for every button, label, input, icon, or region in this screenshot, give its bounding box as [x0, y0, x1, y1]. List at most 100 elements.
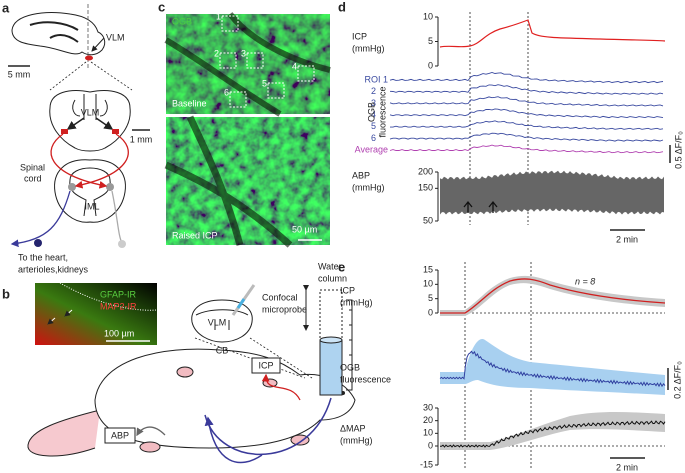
water-label: column [318, 273, 347, 283]
condition-label: Raised ICP [172, 230, 218, 240]
vlm-spot [61, 129, 68, 134]
roi-label: 6 [224, 87, 229, 97]
roi-box [229, 91, 247, 108]
condition-label: Baseline [172, 98, 207, 108]
spinal-cord [54, 159, 126, 223]
panel-label: d [338, 0, 346, 14]
y-tick-label: 15 [423, 264, 433, 274]
y-tick-label: 10 [423, 428, 433, 438]
roi-trace [389, 144, 664, 154]
probe-label: microprobe [262, 304, 307, 314]
y-tick-label: 5 [428, 293, 433, 303]
roi-label: 3 [371, 98, 376, 108]
iml-neuron [106, 183, 114, 191]
spinal-cord-label: Spinal [20, 162, 45, 172]
roi-label: 2 [214, 48, 219, 58]
roi-box [246, 52, 264, 69]
axis-label: ICP [352, 31, 367, 41]
target-label: arterioles,kidneys [18, 264, 89, 274]
icp-mean [440, 278, 666, 314]
vessel [164, 12, 331, 117]
axis-label: ICP [340, 285, 355, 295]
vlm-spot [85, 55, 93, 61]
axis-label: (mmHg) [340, 435, 373, 445]
roi-label: 3 [241, 48, 246, 58]
abp-label: ABP [111, 430, 129, 440]
y-tick-label: 0 [428, 307, 433, 317]
vlm-spot [112, 129, 119, 134]
zoom-line [90, 61, 133, 91]
brain-detail [29, 21, 79, 31]
ogb-mean [439, 350, 666, 388]
axis-label: OGB [366, 102, 376, 122]
abp-box [104, 427, 136, 444]
y-tick-label: -15 [420, 459, 433, 469]
brain-sagittal [11, 12, 106, 56]
icp-line [261, 373, 301, 401]
scale-label: 0.2 ΔF/F₀ [672, 361, 682, 399]
efferent [10, 190, 71, 248]
dye-label: OGB [172, 16, 192, 26]
roi-trace [390, 120, 664, 130]
scale-label: 100 µm [104, 328, 134, 338]
roi-box [221, 15, 239, 32]
panel-c: c OGB Baseline Raised ICP 50 µm 1 2 3 4 5 6 [158, 0, 331, 248]
scale-label: 2 min [616, 234, 638, 244]
arrow [47, 317, 56, 325]
micrograph [35, 283, 157, 345]
icp-band [440, 275, 665, 316]
arrow [95, 117, 114, 130]
iml-label: IML [84, 201, 99, 211]
panel-label: c [158, 0, 165, 14]
icp-label: ICP [258, 360, 273, 370]
probe-label: Confocal [262, 292, 298, 302]
roi-label: 2 [371, 86, 376, 96]
arrow [64, 309, 73, 317]
panel-label: b [2, 286, 10, 301]
n-label: n = 8 [575, 276, 595, 286]
icp-box [251, 357, 281, 374]
roi-label: 1 [216, 11, 221, 21]
axis-label: fluorescence [340, 374, 391, 384]
panel-d: d ROI 1 2 34 5 6 Average OGB fluorescence 0.5… [338, 0, 683, 244]
roi-box [297, 65, 315, 82]
stain-label: MAP2-IR [100, 301, 137, 311]
roi-trace [389, 84, 664, 95]
scale-label: 2 min [616, 462, 638, 472]
map-mean [440, 420, 666, 448]
roi-label: 5 [371, 121, 376, 131]
y-tick-label: 20 [423, 415, 433, 425]
panel-a: a VLM 5 mm VLM 1 mm IML Spinal cord To t… [2, 0, 152, 274]
vlm-label: VLM [81, 107, 100, 117]
brain-detail [195, 309, 249, 330]
roi-label: 4 [292, 61, 297, 71]
y-tick-label: 5 [428, 36, 433, 46]
rat-paw [139, 441, 161, 453]
arrow [91, 37, 105, 52]
y-tick-label: 30 [423, 402, 433, 412]
scale-label: 1 mm [130, 134, 153, 144]
roi-label: 5 [262, 78, 267, 88]
y-tick-label: 200 [418, 166, 433, 176]
panel-label: a [2, 0, 10, 15]
scale-label: 50 µm [292, 224, 317, 234]
cb-label: CB [216, 345, 229, 355]
projection [74, 133, 129, 189]
vlm-label: VLM [208, 317, 227, 327]
ogb-band [440, 339, 665, 395]
roi-trace [389, 108, 664, 119]
zoom-line [194, 337, 306, 379]
rat-tail [27, 409, 101, 457]
roi-trace [389, 132, 664, 142]
roi-label: 6 [371, 133, 376, 143]
rat-paw [262, 378, 278, 388]
map-band [440, 412, 665, 450]
y-tick-label: 10 [423, 11, 433, 21]
stain-label: GFAP-IR [100, 289, 137, 299]
column-water [319, 339, 343, 396]
column-empty [319, 289, 343, 341]
rat-body [94, 348, 356, 449]
y-tick-label: 0 [428, 440, 433, 450]
iml-neuron [68, 183, 76, 191]
brainstem-section [49, 90, 131, 152]
